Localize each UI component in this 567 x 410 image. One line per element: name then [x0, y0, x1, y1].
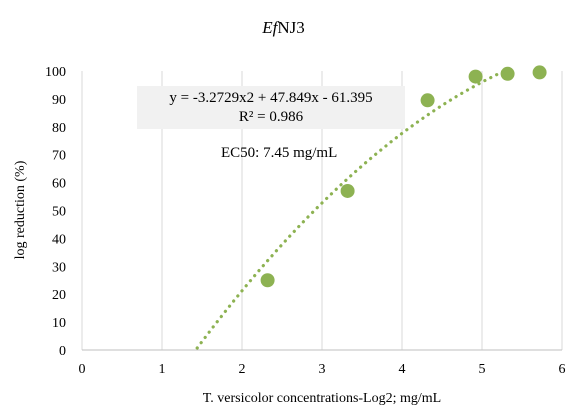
y-tick-label-60: 60 [52, 177, 66, 192]
chart-title-rest: NJ3 [277, 18, 305, 37]
trendline-equation: y = -3.2729x2 + 47.849x - 61.395 [169, 90, 373, 106]
y-tick-label-70: 70 [52, 149, 66, 164]
x-tick-label-2: 2 [239, 362, 246, 377]
trendline [195, 70, 505, 350]
y-tick-label-100: 100 [45, 65, 66, 80]
x-tick-label-1: 1 [159, 362, 166, 377]
data-point-3 [420, 93, 435, 108]
x-tick-label-0: 0 [79, 362, 86, 377]
y-axis-label: log reduction (%) [13, 160, 28, 259]
data-point-4 [468, 69, 483, 84]
x-axis-label: T. versicolor concentrations-Log2; mg/mL [203, 391, 441, 406]
y-tick-labels: 0 10 20 30 40 50 60 70 80 90 100 [45, 65, 66, 359]
chart-title: EfNJ3 [0, 18, 567, 38]
y-tick-label-90: 90 [52, 93, 66, 108]
trendline-curve [195, 70, 505, 350]
equation-box: y = -3.2729x2 + 47.849x - 61.395 R² = 0.… [137, 86, 405, 129]
axes [81, 71, 562, 351]
data-point-6 [532, 65, 547, 80]
x-tick-label-6: 6 [559, 362, 566, 377]
data-points [260, 65, 547, 288]
chart-title-italic: Ef [262, 18, 278, 37]
data-point-5 [500, 66, 515, 81]
x-tick-labels: 0 1 2 3 4 5 6 [79, 362, 566, 377]
y-tick-label-40: 40 [52, 232, 66, 247]
x-tick-label-3: 3 [319, 362, 326, 377]
r-squared: R² = 0.986 [238, 109, 304, 125]
y-tick-label-50: 50 [52, 205, 66, 220]
ec50-annotation: EC50: 7.45 mg/mL [221, 145, 338, 161]
y-tick-label-20: 20 [52, 288, 66, 303]
y-tick-label-0: 0 [59, 344, 66, 359]
data-point-2 [340, 183, 355, 198]
y-tick-label-80: 80 [52, 121, 66, 136]
data-point-1 [260, 273, 275, 288]
x-tick-label-4: 4 [399, 362, 406, 377]
y-tick-label-10: 10 [52, 316, 66, 331]
x-tick-label-5: 5 [479, 362, 486, 377]
y-tick-label-30: 30 [52, 260, 66, 275]
